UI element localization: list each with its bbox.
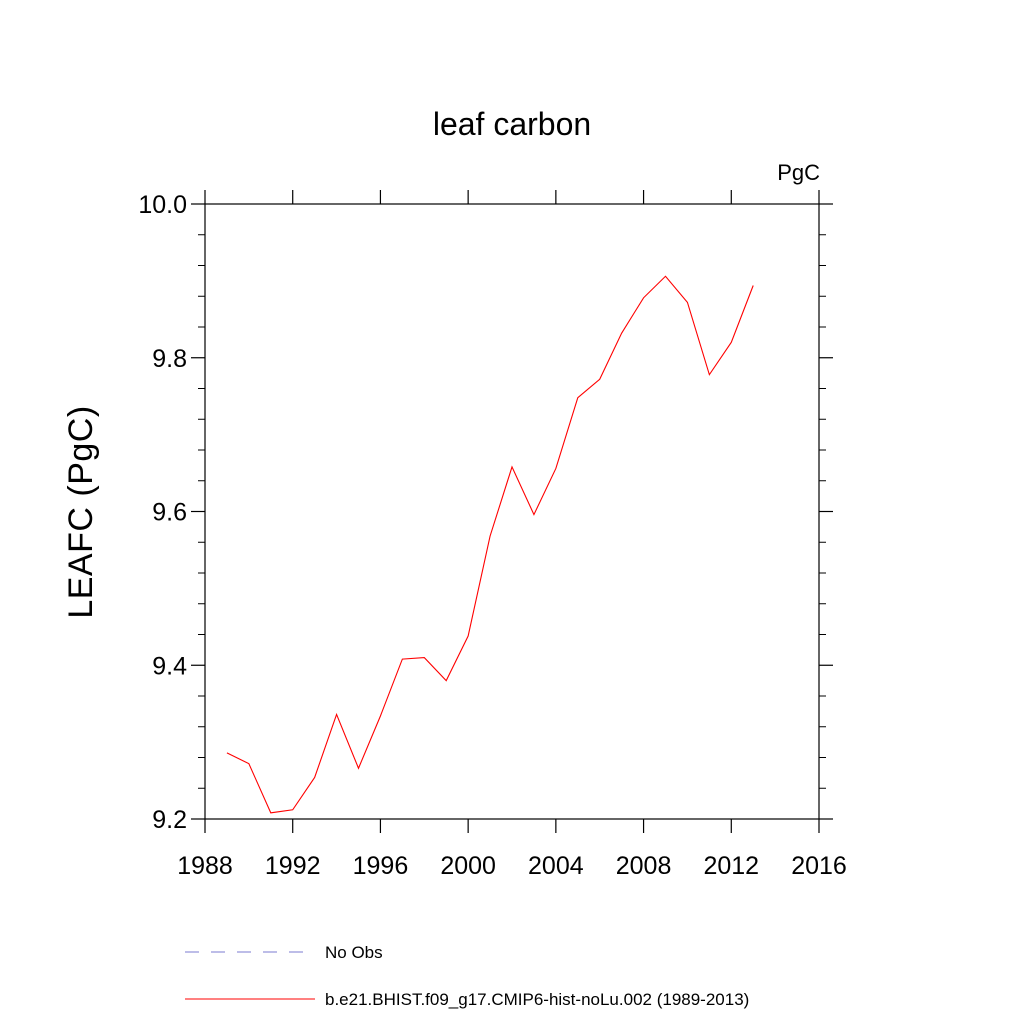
x-tick-label: 2004: [528, 852, 584, 880]
y-axis-label: LEAFC (PgC): [62, 405, 100, 618]
plot-frame: [205, 204, 819, 819]
y-tick-label: 9.6: [152, 499, 187, 527]
x-tick-label: 2016: [791, 852, 847, 880]
plot-area: 1988 1992 1996 2000 2004 2008 2012 2016 9.2 9.4 9.…: [138, 190, 846, 880]
y-tick-label: 9.8: [152, 345, 187, 373]
y-tick-label: 9.2: [152, 806, 187, 834]
y-tick-label: 9.4: [152, 652, 187, 680]
x-tick-label: 2008: [616, 852, 672, 880]
x-tick-label: 1996: [353, 852, 409, 880]
y-tick-label: 10.0: [138, 191, 187, 219]
legend-label: b.e21.BHIST.f09_g17.CMIP6-hist-noLu.002 …: [325, 990, 749, 1009]
legend-label: No Obs: [325, 943, 383, 962]
x-tick-label: 1988: [177, 852, 233, 880]
x-tick-label: 2012: [703, 852, 759, 880]
chart-title: leaf carbon: [433, 106, 591, 142]
series-line: [227, 276, 753, 813]
units-label: PgC: [777, 160, 820, 185]
legend: No Obs b.e21.BHIST.f09_g17.CMIP6-hist-noL…: [185, 943, 749, 1009]
x-tick-label: 2000: [440, 852, 496, 880]
x-tick-label: 1992: [265, 852, 321, 880]
